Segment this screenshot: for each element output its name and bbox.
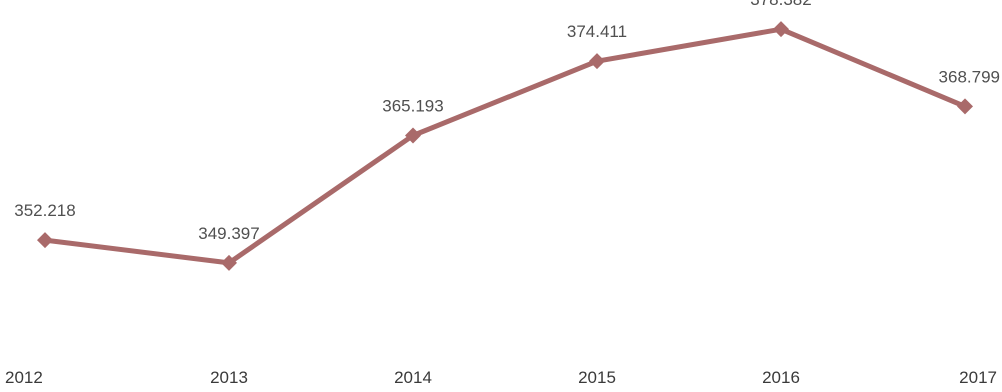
x-tick-label-2017: 2017 bbox=[959, 368, 997, 387]
x-tick-label-2016: 2016 bbox=[762, 368, 800, 387]
data-point-2013 bbox=[221, 254, 237, 271]
data-label-2013: 349.397 bbox=[198, 224, 259, 243]
x-axis-tick-layer: 2012 2013 2014 2015 2016 2017 bbox=[5, 368, 997, 387]
data-label-2016: 378.382 bbox=[750, 0, 811, 9]
series-line-layer bbox=[42, 26, 968, 266]
x-tick-label-2012: 2012 bbox=[5, 368, 43, 387]
data-point-2015 bbox=[589, 53, 605, 70]
data-point-2017 bbox=[957, 98, 973, 115]
data-label-layer: 352.218 349.397 365.193 374.411 378.382 368.7… bbox=[14, 0, 1000, 243]
x-tick-label-2015: 2015 bbox=[578, 368, 616, 387]
series-line bbox=[42, 26, 968, 266]
data-label-2017: 368.799 bbox=[939, 67, 1000, 86]
data-label-2014: 365.193 bbox=[382, 97, 443, 116]
data-label-2015: 374.411 bbox=[567, 22, 627, 41]
x-tick-label-2014: 2014 bbox=[394, 368, 432, 387]
data-point-2012 bbox=[37, 232, 53, 249]
data-label-2012: 352.218 bbox=[14, 201, 75, 220]
data-point-2014 bbox=[405, 127, 421, 144]
x-tick-label-2013: 2013 bbox=[210, 368, 248, 387]
series-marker-layer bbox=[37, 21, 973, 271]
data-point-2016 bbox=[773, 21, 789, 38]
